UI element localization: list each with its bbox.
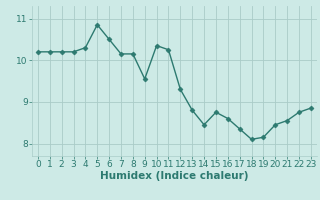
X-axis label: Humidex (Indice chaleur): Humidex (Indice chaleur)	[100, 171, 249, 181]
